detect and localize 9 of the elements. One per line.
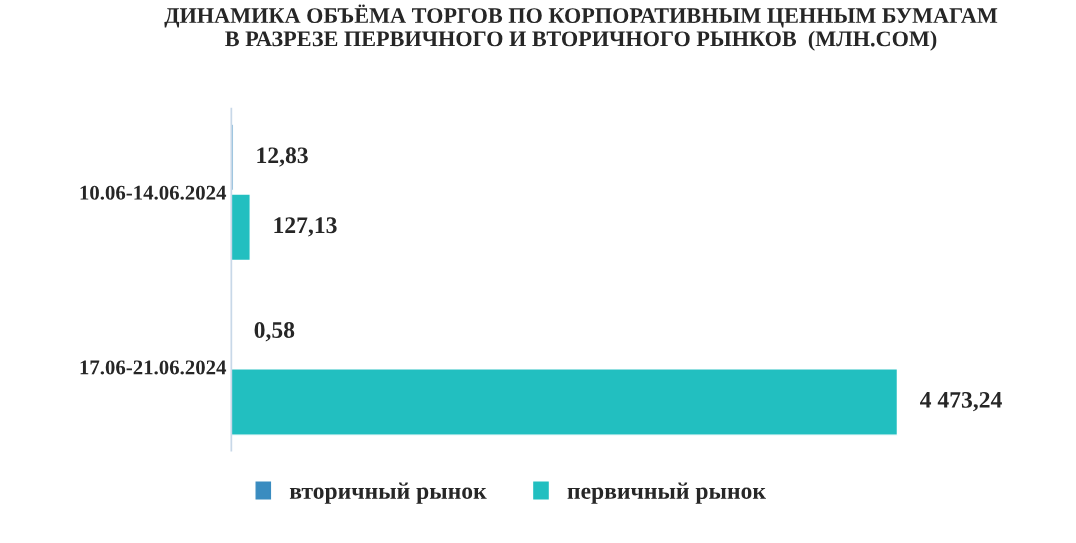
y-tick-label: 17.06-21.06.2024 (80, 360, 227, 375)
data-label: 4 473,24 (920, 391, 1002, 412)
chart-title: ДИНАМИКА ОБЪЁМА ТОРГОВ ПО КОРПОРАТИВНЫМ ЦЕННЫМ БУМАГАМ В РАЗРЕЗЕ ПЕРВИЧНОГО И ВТОРИЧНОГО РЫНКОВ (МЛН.СОМ) (164, 4, 998, 51)
legend-label: первичный рынок (567, 482, 766, 504)
data-label: 0,58 (254, 322, 295, 342)
legend-label: вторичный рынок (289, 482, 487, 504)
data-label: 12,83 (257, 147, 308, 167)
data-label: 127,13 (274, 217, 337, 237)
y-tick-label: 10.06-14.06.2024 (80, 185, 227, 200)
